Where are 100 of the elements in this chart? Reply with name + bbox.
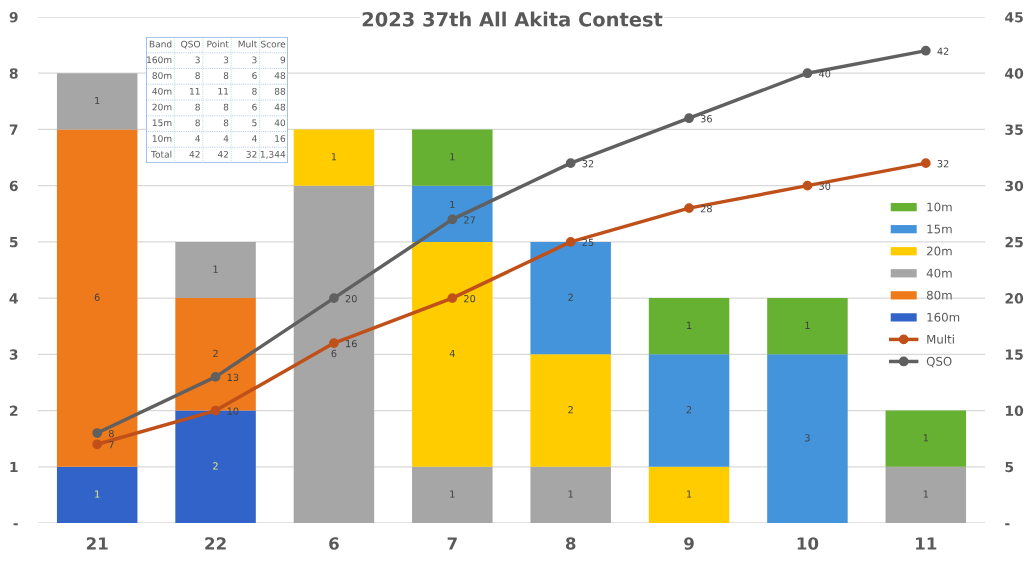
annotation: 9 — [280, 56, 286, 64]
bar — [412, 466, 493, 523]
x-tick-label: 21 — [86, 537, 108, 550]
annotation: Point — [207, 40, 229, 48]
data-label: 1 — [687, 490, 692, 498]
data-label: 1 — [95, 490, 100, 498]
bar — [293, 185, 375, 523]
legend-label: 15m — [927, 224, 952, 234]
annotation: 32 — [246, 150, 257, 158]
annotation: 40m — [152, 87, 172, 95]
y2-tick-label: 15 — [1006, 349, 1023, 360]
y-tick-label: 7 — [9, 124, 18, 135]
point — [329, 338, 339, 348]
annotation: 3 — [223, 56, 229, 64]
data-label: 42 — [937, 47, 949, 55]
legend-label: 40m — [926, 268, 952, 278]
data-label: 32 — [937, 160, 949, 168]
annotation: 16 — [275, 135, 286, 142]
data-label: 8 — [108, 429, 114, 438]
bar — [885, 466, 967, 523]
x-tick-label: 10 — [797, 537, 819, 550]
y2-tick-label: 10 — [1006, 405, 1024, 417]
data-label: 36 — [700, 115, 712, 123]
bar — [648, 354, 730, 467]
x-tick-label: 9 — [684, 537, 694, 550]
y-tick-label: 1 — [10, 461, 18, 473]
annotation: 15m — [152, 119, 172, 127]
annotation: QSO — [181, 40, 201, 49]
y-tick-label: 2 — [9, 405, 18, 416]
data-label: 1 — [450, 153, 455, 161]
data-label: 27 — [464, 216, 475, 224]
annotation: 20m — [152, 103, 172, 111]
x-tick-label: 6 — [329, 537, 339, 550]
annotation: 3 — [195, 56, 200, 64]
bar — [56, 73, 138, 130]
data-label: 1 — [95, 96, 100, 105]
annotation: 1,344 — [260, 150, 286, 159]
data-label: 13 — [227, 373, 239, 382]
annotation: 4 — [195, 135, 201, 142]
bar — [767, 298, 848, 355]
bar — [530, 466, 611, 523]
annotation: 8 — [252, 87, 257, 95]
data-label: 28 — [700, 205, 712, 213]
annotation: 88 — [274, 87, 286, 95]
point — [565, 237, 576, 247]
y2-tick-label: 45 — [1005, 12, 1023, 23]
annotation: 11 — [190, 88, 200, 95]
annotation: 8 — [195, 119, 200, 127]
chart-title: 2023 37th All Akita Contest — [362, 11, 663, 27]
point — [920, 45, 931, 56]
point — [684, 113, 694, 124]
data-label: 1 — [213, 265, 218, 273]
data-label: 20 — [464, 294, 476, 303]
data-label: 20 — [345, 294, 357, 303]
point — [447, 293, 458, 303]
bar — [885, 410, 967, 467]
data-label: 1 — [450, 490, 455, 498]
y2-tick-label: 40 — [1005, 68, 1024, 79]
y-tick-label: 4 — [9, 293, 18, 304]
point — [329, 293, 339, 303]
bar — [530, 354, 611, 467]
annotation: 3 — [252, 56, 257, 64]
data-label: 2 — [213, 349, 218, 358]
data-label: 1 — [805, 321, 810, 329]
data-label: 32 — [582, 160, 594, 168]
point — [565, 158, 576, 169]
y-tick-label: 9 — [9, 11, 18, 23]
annotation: 48 — [274, 103, 286, 111]
data-label: 2 — [213, 462, 218, 470]
y-tick-label: 3 — [9, 349, 18, 360]
legend-label: 80m — [926, 290, 952, 300]
data-label: 40 — [819, 70, 831, 78]
annotation: 4 — [223, 135, 229, 142]
y-tick-label: 8 — [9, 68, 18, 79]
annotation: 80m — [152, 72, 172, 79]
annotation: Total — [151, 150, 172, 158]
point — [920, 158, 931, 169]
x-tick-label: 22 — [205, 537, 226, 550]
point — [92, 439, 103, 450]
annotation: 4 — [252, 135, 257, 142]
bar — [293, 129, 375, 186]
data-label: 1 — [923, 490, 929, 498]
data-label: 30 — [819, 182, 831, 190]
annotation: Band — [149, 40, 172, 48]
y-tick-label: - — [13, 523, 18, 526]
legend-label: 20m — [927, 246, 952, 256]
x-tick-label: 8 — [565, 537, 576, 550]
point — [447, 214, 458, 225]
data-label: 1 — [450, 200, 455, 209]
data-label: 16 — [346, 339, 357, 348]
annotation: 8 — [223, 72, 229, 79]
annotation: 8 — [195, 103, 200, 111]
annotation: 8 — [195, 72, 200, 79]
bar — [767, 354, 848, 523]
bar — [56, 466, 138, 523]
y2-tick-label: 25 — [1005, 236, 1023, 248]
data-label: 1 — [331, 153, 337, 161]
data-label: 1 — [568, 490, 573, 498]
y-tick-label: 6 — [9, 180, 18, 192]
bar — [412, 241, 493, 467]
